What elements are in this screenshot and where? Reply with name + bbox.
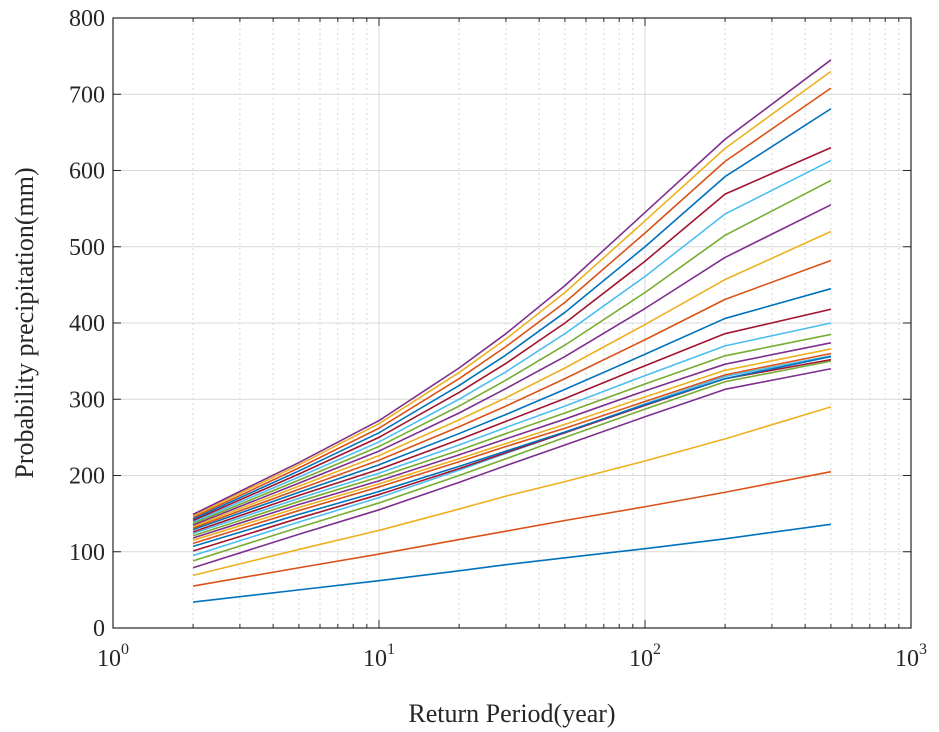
x-tick-label: 102 [629, 641, 661, 672]
series-line-19 [192, 179, 832, 525]
y-tick-label: 500 [69, 235, 105, 261]
series-line-18 [192, 204, 832, 526]
y-tick-label: 0 [93, 616, 105, 642]
series-line-2 [192, 470, 832, 587]
series-line-9 [192, 352, 832, 545]
x-tick-label: 101 [363, 641, 395, 672]
series-line-21 [192, 146, 832, 522]
y-tick-label: 300 [69, 387, 105, 413]
series-line-12 [192, 333, 832, 537]
series-line-23 [192, 87, 832, 519]
series-line-14 [192, 308, 832, 533]
series-line-20 [192, 159, 832, 523]
series-line-5 [192, 360, 832, 562]
series-line-3 [192, 406, 832, 577]
x-axis-label: Return Period(year) [408, 699, 615, 728]
y-tick-label: 800 [69, 6, 105, 32]
ticks [112, 17, 912, 629]
series-line-13 [192, 322, 832, 535]
series-line-11 [192, 342, 832, 539]
y-tick-label: 200 [69, 464, 105, 490]
x-tick-label: 100 [97, 641, 129, 672]
series-line-1 [192, 523, 832, 603]
y-tick-label: 600 [69, 159, 105, 185]
series-lines [192, 59, 832, 603]
y-axis-label: Probability precipitation(mm) [10, 167, 39, 478]
series-line-17 [192, 230, 832, 528]
y-tick-label: 400 [69, 311, 105, 337]
series-line-10 [192, 348, 832, 542]
series-line-24 [192, 70, 832, 517]
series-line-25 [192, 59, 832, 516]
series-line-22 [192, 108, 832, 520]
series-line-15 [192, 287, 832, 531]
series-line-8 [192, 355, 832, 548]
y-tick-label: 700 [69, 82, 105, 108]
series-line-16 [192, 259, 832, 529]
y-tick-label: 100 [69, 540, 105, 566]
x-tick-label: 103 [895, 641, 927, 672]
y-tick-labels: 0 100 200 300 400 500 600 700 800 [69, 6, 105, 642]
series-line-4 [192, 367, 832, 569]
x-tick-labels: 100 101 102 103 [97, 641, 927, 672]
